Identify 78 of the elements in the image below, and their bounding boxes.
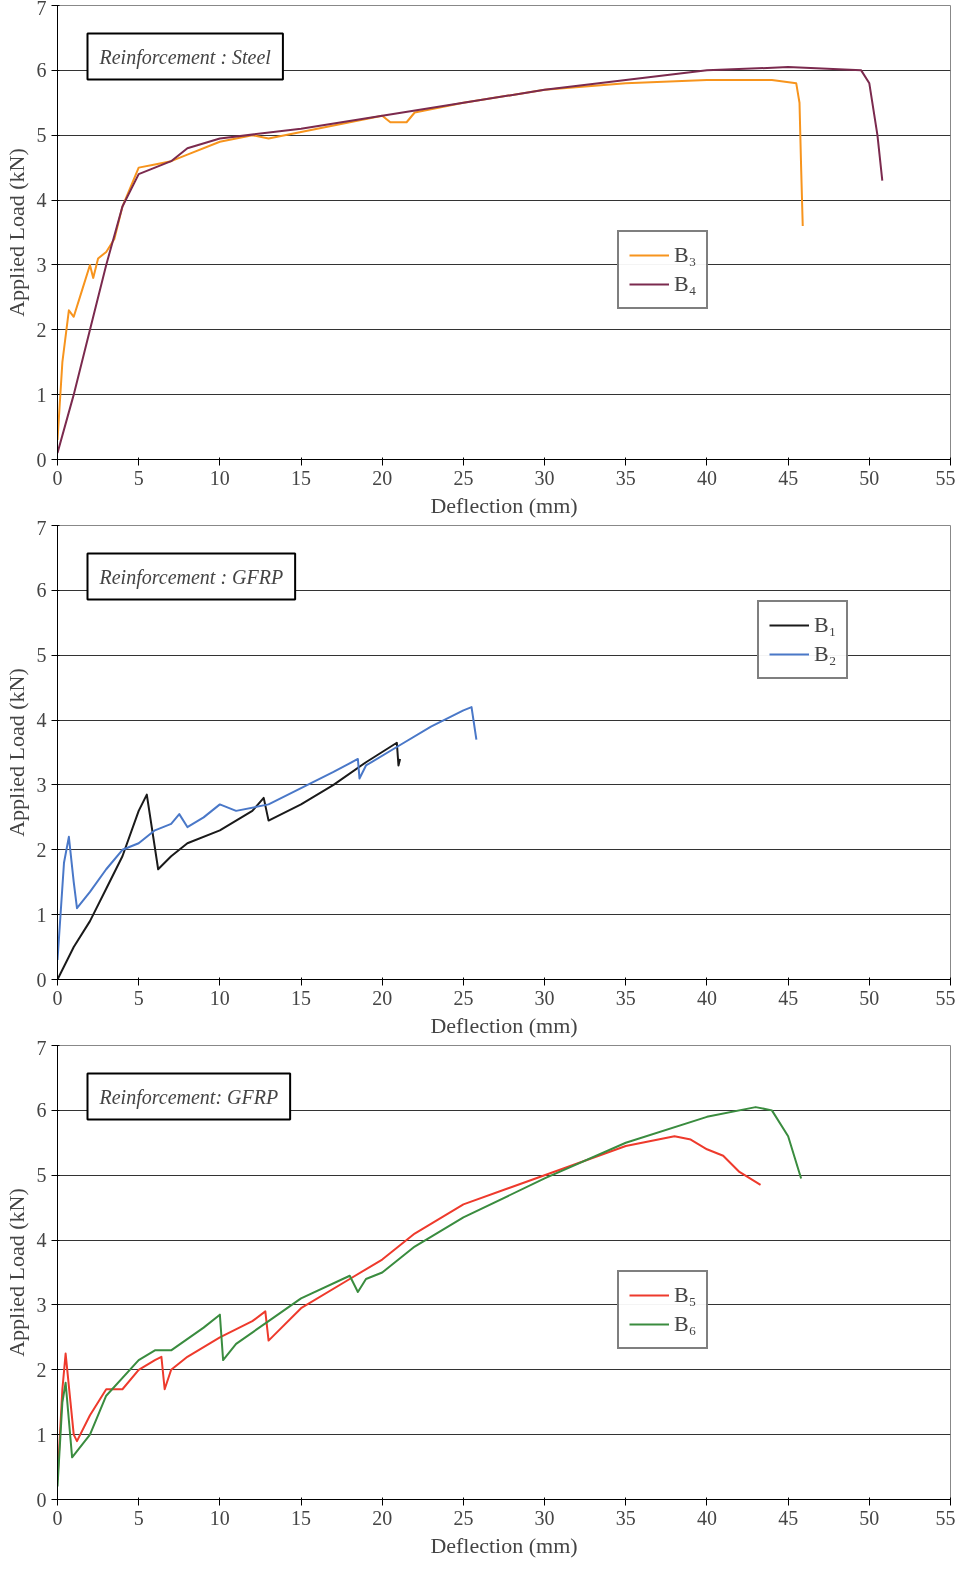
y-tick-label: 6	[36, 579, 47, 602]
line-series	[57, 706, 478, 962]
y-tick-label: 4	[36, 709, 47, 732]
x-tick-label: 25	[453, 1506, 474, 1529]
x-tick-label: 45	[778, 466, 799, 489]
annotation: Reinforcement: GFRP	[98, 1085, 279, 1109]
x-tick-label: 45	[778, 986, 799, 1009]
x-tick-label: 10	[209, 466, 230, 489]
y-tick-label: 0	[36, 968, 47, 991]
y-axis-title: Applied Load (kN)	[3, 1188, 29, 1357]
x-tick-label: 30	[534, 1506, 555, 1529]
x-tick-label: 5	[133, 986, 144, 1009]
x-tick-label: 45	[778, 1506, 799, 1529]
y-tick-label: 2	[36, 318, 47, 341]
x-axis-title: Deflection (mm)	[430, 1532, 578, 1558]
x-tick-label: 55	[935, 1506, 956, 1529]
line-series	[57, 79, 804, 442]
x-tick-label: 30	[534, 986, 555, 1009]
x-axis-title: Deflection (mm)	[430, 492, 578, 518]
x-tick-label: 35	[615, 466, 636, 489]
legend-label: B₁	[814, 612, 837, 638]
annotation: Reinforcement : GFRP	[98, 565, 284, 589]
x-tick-label: 25	[453, 986, 474, 1009]
legend-label: B₆	[674, 1311, 697, 1337]
x-tick-label: 40	[696, 1506, 717, 1529]
line-series	[57, 741, 402, 980]
x-tick-label: 40	[696, 986, 717, 1009]
x-tick-label: 25	[453, 466, 474, 489]
y-tick-label: 6	[36, 59, 47, 82]
legend-label: B₄	[674, 271, 697, 297]
x-tick-label: 10	[209, 1506, 230, 1529]
y-tick-label: 5	[36, 124, 47, 147]
y-tick-label: 3	[36, 253, 47, 276]
x-tick-label: 15	[291, 466, 312, 489]
x-tick-label: 55	[935, 466, 956, 489]
y-tick-label: 3	[36, 1293, 47, 1316]
annotation: Reinforcement : Steel	[98, 45, 272, 69]
y-tick-label: 6	[36, 1099, 47, 1122]
legend-label: B₅	[674, 1282, 697, 1308]
x-tick-label: 10	[209, 986, 230, 1009]
x-tick-label: 20	[372, 466, 393, 489]
x-tick-label: 55	[935, 986, 956, 1009]
x-tick-label: 5	[133, 1506, 144, 1529]
y-tick-label: 4	[36, 189, 47, 212]
x-tick-label: 35	[615, 1506, 636, 1529]
x-tick-label: 50	[859, 466, 880, 489]
y-tick-label: 1	[36, 383, 47, 406]
x-axis-title: Deflection (mm)	[430, 1012, 578, 1038]
x-tick-label: 40	[696, 466, 717, 489]
x-tick-label: 20	[372, 1506, 393, 1529]
y-tick-label: 7	[36, 0, 47, 19]
y-tick-label: 0	[36, 1488, 47, 1511]
y-tick-label: 5	[36, 644, 47, 667]
x-tick-label: 0	[52, 986, 63, 1009]
y-tick-label: 7	[36, 516, 47, 539]
y-tick-label: 2	[36, 838, 47, 861]
legend-label: B₃	[674, 242, 697, 268]
y-tick-label: 3	[36, 773, 47, 796]
x-tick-label: 0	[52, 466, 63, 489]
x-tick-label: 5	[133, 466, 144, 489]
x-tick-label: 0	[52, 1506, 63, 1529]
y-tick-label: 1	[36, 1423, 47, 1446]
x-tick-label: 15	[291, 1506, 312, 1529]
legend-label: B₂	[814, 641, 837, 667]
y-tick-label: 2	[36, 1358, 47, 1381]
x-tick-label: 50	[859, 1506, 880, 1529]
x-tick-label: 50	[859, 986, 880, 1009]
x-tick-label: 35	[615, 986, 636, 1009]
x-tick-label: 30	[534, 466, 555, 489]
y-tick-label: 1	[36, 903, 47, 926]
y-axis-title: Applied Load (kN)	[3, 668, 29, 837]
y-axis-title: Applied Load (kN)	[3, 148, 29, 317]
y-tick-label: 4	[36, 1229, 47, 1252]
y-tick-label: 0	[36, 448, 47, 471]
x-tick-label: 15	[291, 986, 312, 1009]
y-tick-label: 7	[36, 1036, 47, 1059]
x-tick-label: 20	[372, 986, 393, 1009]
y-tick-label: 5	[36, 1164, 47, 1187]
